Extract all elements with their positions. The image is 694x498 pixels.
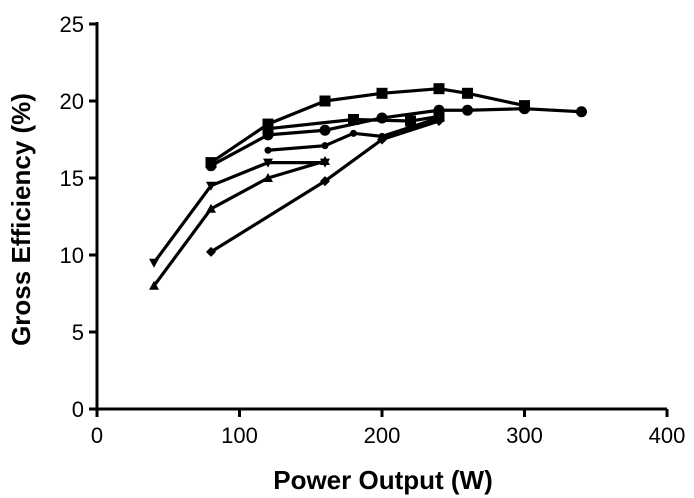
x-tick-label: 100: [221, 423, 258, 448]
x-tick-label: 200: [364, 423, 401, 448]
series-7: [262, 110, 445, 135]
data-point: [206, 246, 216, 257]
axes: 0 100 200 300 400 0 5 10 15 20 25: [60, 12, 686, 448]
data-point: [462, 87, 473, 99]
series-line: [152, 161, 325, 264]
data-point: [348, 113, 359, 125]
x-axis-label: Power Output (W): [273, 465, 493, 495]
data-point: [320, 156, 330, 166]
data-point: [264, 146, 272, 154]
data-point: [263, 158, 273, 168]
y-axis-label: Gross Efficiency (%): [6, 93, 36, 346]
data-point: [405, 115, 416, 127]
series-6: [206, 116, 444, 257]
data-point: [433, 83, 445, 95]
data-point: [149, 258, 159, 268]
data-point: [462, 104, 473, 116]
series-1: [205, 83, 530, 169]
series-line: [210, 107, 582, 168]
x-tick-label: 300: [506, 423, 543, 448]
data-point: [376, 87, 388, 99]
data-point: [519, 103, 530, 115]
series-2: [205, 103, 587, 172]
series-line: [267, 114, 440, 131]
data-point: [320, 176, 330, 187]
data-point: [433, 110, 445, 122]
data-point: [321, 142, 329, 150]
data-point: [206, 181, 216, 191]
y-tick-label: 10: [60, 243, 84, 268]
y-tick-label: 25: [60, 12, 84, 37]
y-tick-label: 5: [72, 320, 84, 345]
data-point: [319, 95, 331, 107]
data-point: [350, 129, 357, 137]
data-point: [149, 280, 159, 290]
data-point: [263, 173, 273, 182]
series-line: [210, 119, 440, 254]
data-point: [377, 134, 387, 145]
x-tick-label: 400: [649, 423, 686, 448]
series-5: [149, 156, 330, 290]
data-point: [262, 123, 274, 135]
series-line: [152, 159, 326, 287]
y-tick-label: 0: [72, 397, 84, 422]
x-tick-label: 0: [91, 423, 103, 448]
series-4: [149, 158, 330, 268]
data-point: [205, 160, 217, 172]
series-layer: [149, 83, 587, 290]
data-point: [319, 124, 331, 136]
data-point: [576, 106, 587, 118]
y-tick-label: 15: [60, 166, 84, 191]
data-point: [206, 203, 216, 213]
y-tick-label: 20: [60, 89, 84, 114]
